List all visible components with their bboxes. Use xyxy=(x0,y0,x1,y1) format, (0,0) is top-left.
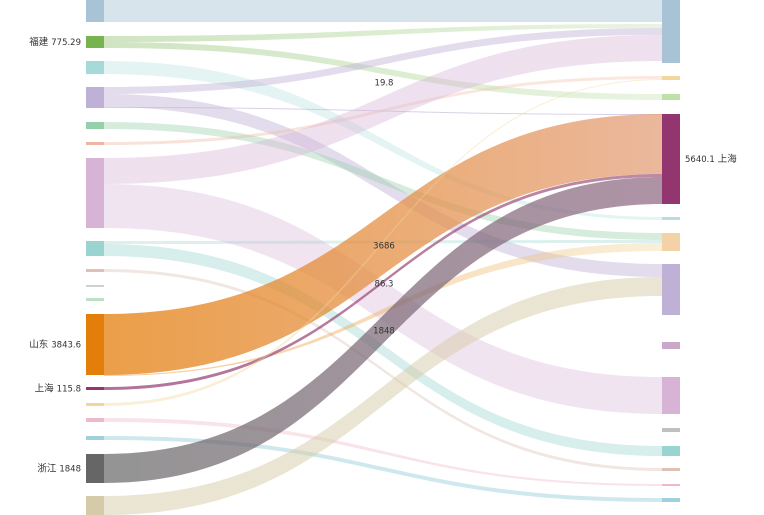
link-value-label: 19.8 xyxy=(375,79,394,89)
right-node xyxy=(662,217,680,220)
left-node xyxy=(86,158,104,228)
left-node xyxy=(86,285,104,287)
right-node xyxy=(662,76,680,80)
left-node xyxy=(86,314,104,375)
left-node-label: 上海 115.8 xyxy=(35,382,81,394)
right-node xyxy=(662,484,680,486)
sankey-link xyxy=(104,0,662,22)
left-node xyxy=(86,436,104,440)
sankey-labels: 19.8 3686 86.3 1848 福建 775.29 山东 3843.6 上海 115.8 浙… xyxy=(29,36,737,475)
link-value-label: 86.3 xyxy=(375,280,394,290)
sankey-link xyxy=(104,61,662,220)
sankey-link xyxy=(104,35,662,184)
left-node xyxy=(86,269,104,272)
left-node-label: 浙江 1848 xyxy=(37,462,81,474)
left-node xyxy=(86,142,104,145)
sankey-link xyxy=(104,94,662,277)
left-node xyxy=(86,418,104,422)
left-node xyxy=(86,0,104,22)
left-node xyxy=(86,241,104,256)
left-node xyxy=(86,298,104,301)
sankey-link xyxy=(104,114,662,375)
sankey-link xyxy=(104,277,662,515)
left-node xyxy=(86,454,104,483)
left-node xyxy=(86,387,104,390)
right-node xyxy=(662,342,680,349)
left-node xyxy=(86,403,104,406)
left-node xyxy=(86,36,104,48)
sankey-link xyxy=(104,42,662,100)
sankey-link xyxy=(104,177,662,483)
right-node xyxy=(662,233,680,251)
right-node xyxy=(662,264,680,315)
right-node xyxy=(662,377,680,414)
left-node xyxy=(86,61,104,74)
left-node xyxy=(86,496,104,515)
link-value-label: 3686 xyxy=(373,242,395,252)
right-node xyxy=(662,468,680,471)
link-value-label: 1848 xyxy=(373,327,395,337)
sankey-link xyxy=(104,244,662,456)
sankey-links xyxy=(104,0,662,515)
sankey-link xyxy=(104,122,662,240)
left-node xyxy=(86,122,104,129)
sankey-link xyxy=(104,269,662,471)
sankey-link xyxy=(104,436,662,502)
sankey-link xyxy=(104,24,662,42)
right-node xyxy=(662,94,680,100)
right-node-label: 5640.1 上海 xyxy=(685,153,737,165)
sankey-link xyxy=(104,174,662,390)
right-node xyxy=(662,0,680,63)
sankey-link xyxy=(104,418,662,486)
left-node xyxy=(86,87,104,108)
left-node-label: 山东 3843.6 xyxy=(29,338,81,350)
right-node xyxy=(662,428,680,432)
right-node xyxy=(662,446,680,456)
left-node-label: 福建 775.29 xyxy=(29,36,81,48)
sankey-nodes xyxy=(86,0,680,515)
right-node xyxy=(662,498,680,502)
sankey-link xyxy=(104,79,662,406)
sankey-link xyxy=(104,28,662,94)
sankey-link xyxy=(104,243,662,376)
right-node xyxy=(662,114,680,204)
